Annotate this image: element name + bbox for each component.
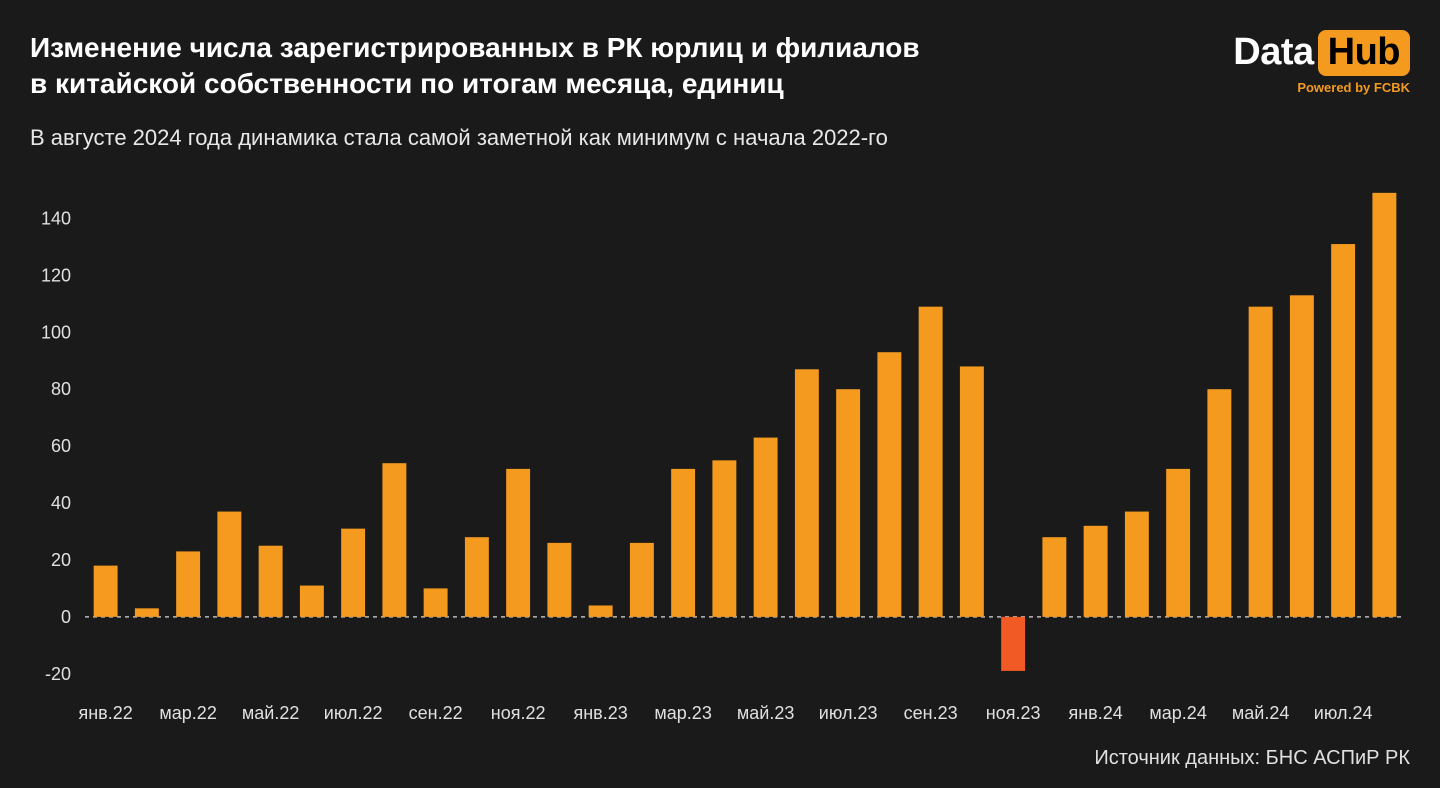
- x-tick-label: июл.23: [819, 703, 878, 723]
- bar: [712, 460, 736, 617]
- logo-subtext: Powered by FCBK: [1297, 80, 1410, 95]
- title-block: Изменение числа зарегистрированных в РК …: [30, 30, 1233, 151]
- bar: [671, 469, 695, 617]
- bar: [1125, 512, 1149, 617]
- x-tick-label: мар.23: [654, 703, 711, 723]
- bar-chart: -20 0 20 40 60 80 100 120 140 янв.22 мар.22 май.22 и…: [30, 180, 1410, 733]
- bar: [1290, 295, 1314, 617]
- x-tick-label: мар.24: [1149, 703, 1206, 723]
- bar: [94, 566, 118, 617]
- bar: [1166, 469, 1190, 617]
- bar: [919, 307, 943, 617]
- bar: [300, 586, 324, 617]
- y-tick-label: 80: [51, 379, 71, 399]
- bar: [1331, 244, 1355, 617]
- x-tick-label: июл.24: [1314, 703, 1373, 723]
- x-tick-label: ноя.23: [986, 703, 1041, 723]
- x-tick-label: янв.24: [1068, 703, 1122, 723]
- bar: [465, 537, 489, 617]
- bar: [176, 551, 200, 616]
- bar: [1207, 389, 1231, 617]
- x-tick-label: май.22: [242, 703, 299, 723]
- y-tick-label: 60: [51, 436, 71, 456]
- chart-title: Изменение числа зарегистрированных в РК …: [30, 30, 1233, 103]
- bar: [1084, 526, 1108, 617]
- x-tick-label: май.24: [1232, 703, 1289, 723]
- y-tick-label: 40: [51, 493, 71, 513]
- chart-subtitle: В августе 2024 года динамика стала самой…: [30, 125, 1233, 151]
- x-tick-label: ноя.22: [491, 703, 546, 723]
- x-tick-label: мар.22: [159, 703, 216, 723]
- header: Изменение числа зарегистрированных в РК …: [30, 30, 1410, 151]
- bar: [630, 543, 654, 617]
- x-tick-label: май.23: [737, 703, 794, 723]
- data-source: Источник данных: БНС АСПиР РК: [1094, 747, 1410, 770]
- logo-right: Hub: [1318, 30, 1410, 76]
- title-line-1: Изменение числа зарегистрированных в РК …: [30, 32, 920, 63]
- y-tick-label: 0: [61, 607, 71, 627]
- x-tick-label: янв.23: [573, 703, 627, 723]
- x-tick-label: сен.22: [409, 703, 463, 723]
- logo: Data Hub: [1233, 30, 1410, 76]
- bar: [589, 605, 613, 616]
- bar: [217, 512, 241, 617]
- bar: [877, 352, 901, 617]
- x-tick-label: июл.22: [324, 703, 383, 723]
- bar: [795, 369, 819, 617]
- y-tick-label: 140: [41, 208, 71, 228]
- bar: [836, 389, 860, 617]
- logo-block: Data Hub Powered by FCBK: [1233, 30, 1410, 95]
- bar: [547, 543, 571, 617]
- bar: [754, 438, 778, 617]
- bar: [506, 469, 530, 617]
- y-tick-label: 100: [41, 322, 71, 342]
- y-tick-label: 120: [41, 265, 71, 285]
- bar: [135, 608, 159, 617]
- x-tick-label: сен.23: [904, 703, 958, 723]
- bar: [960, 366, 984, 616]
- bar: [382, 463, 406, 617]
- y-tick-label: -20: [45, 664, 71, 684]
- bar: [1249, 307, 1273, 617]
- logo-left: Data: [1233, 31, 1313, 74]
- bar: [1042, 537, 1066, 617]
- title-line-2: в китайской собственности по итогам меся…: [30, 68, 784, 99]
- chart-area: -20 0 20 40 60 80 100 120 140 янв.22 мар.22 май.22 и…: [30, 180, 1410, 733]
- y-tick-label: 20: [51, 550, 71, 570]
- bar: [341, 529, 365, 617]
- bar: [424, 588, 448, 616]
- bar: [1001, 617, 1025, 671]
- bar: [1372, 193, 1396, 617]
- x-tick-label: янв.22: [78, 703, 132, 723]
- bar: [259, 546, 283, 617]
